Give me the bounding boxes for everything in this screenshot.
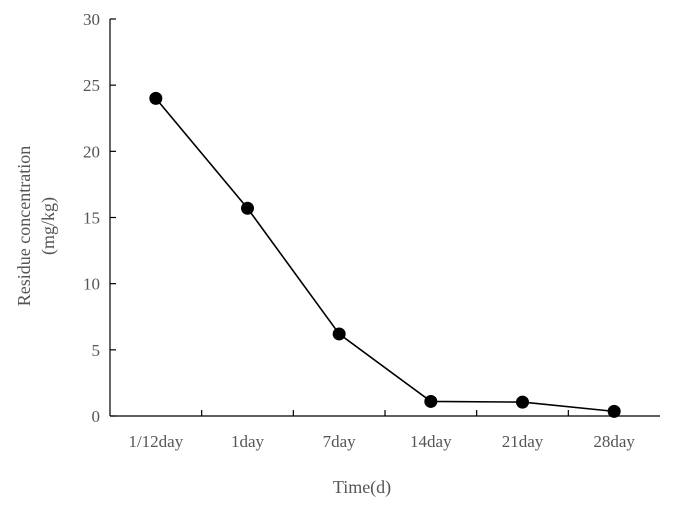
data-point: [241, 201, 254, 215]
y-tick-label: 25: [83, 76, 100, 95]
y-tick-label: 0: [92, 407, 101, 426]
y-tick-label: 30: [83, 10, 100, 29]
x-tick-label: 21day: [502, 432, 544, 451]
axes: [109, 19, 660, 417]
data-point: [607, 404, 621, 418]
data-point: [424, 394, 438, 408]
y-axis-ticks: 0 5 10 15 20 25 30: [83, 10, 116, 426]
x-tick-label: 7day: [323, 432, 357, 451]
x-tick-label: 14day: [410, 432, 452, 451]
x-tick-label: 1/12day: [128, 432, 183, 451]
y-tick-label: 5: [92, 341, 101, 360]
y-tick-label: 15: [83, 209, 100, 228]
data-point: [149, 91, 163, 105]
series-group: [149, 91, 621, 418]
x-axis-ticks: 1/12day 1day 7day 14day 21day 28day: [128, 410, 635, 451]
y-axis-title-line2: (mg/kg): [38, 197, 59, 255]
series-line: [155, 97, 615, 413]
x-tick-label: 28day: [593, 432, 635, 451]
data-point: [516, 395, 529, 409]
x-tick-label: 1day: [231, 432, 265, 451]
data-point: [332, 327, 346, 341]
y-axis-title-line1: Residue concentration: [14, 146, 34, 306]
y-tick-label: 20: [83, 142, 100, 161]
x-axis-title: Time(d): [333, 477, 391, 498]
y-tick-label: 10: [83, 275, 100, 294]
y-axis-title: Residue concentration (mg/kg): [14, 146, 59, 306]
